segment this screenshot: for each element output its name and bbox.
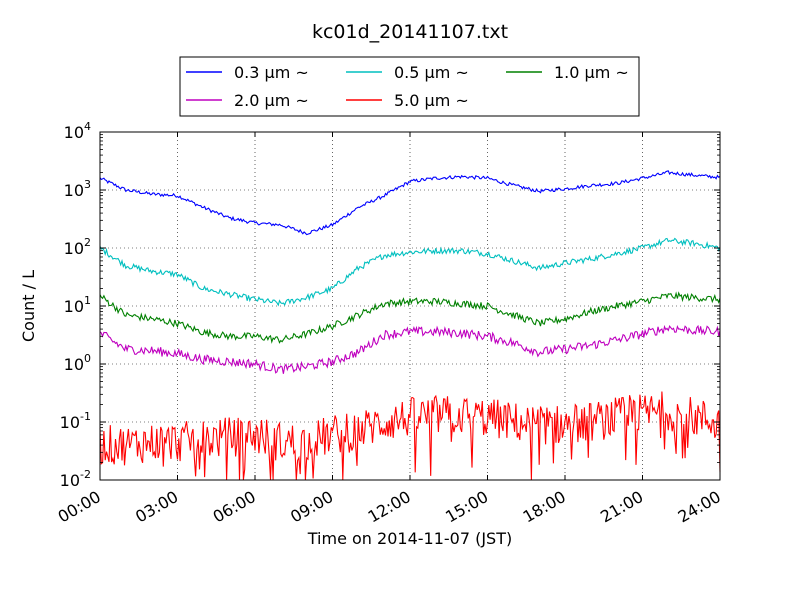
series-line	[99, 237, 721, 307]
legend: 0.3 μm ~ 0.5 μm ~ 1.0 μm ~ 2.0 μm ~ 5.0 μm ~	[179, 56, 640, 117]
chart-title: kc01d_20141107.txt	[312, 21, 508, 43]
series-line	[99, 391, 721, 480]
series-line	[99, 291, 721, 344]
y-tick-label: 101	[64, 294, 91, 316]
x-tick-label: 12:00	[365, 487, 414, 527]
series-line	[99, 324, 721, 374]
legend-label: 0.5 μm ~	[394, 63, 469, 82]
x-tick-label: 21:00	[597, 487, 646, 527]
series-group	[99, 170, 721, 480]
x-tick-label: 06:00	[210, 487, 259, 527]
legend-label: 0.3 μm ~	[234, 63, 309, 82]
x-tick-label: 18:00	[520, 487, 569, 527]
y-tick-label: 100	[64, 352, 91, 374]
y-axis-label: Count / L	[19, 270, 38, 342]
legend-label: 2.0 μm ~	[234, 91, 309, 110]
x-tick-label: 00:00	[55, 487, 104, 527]
y-tick-label: 10-2	[60, 468, 91, 490]
x-tick-label: 09:00	[287, 487, 336, 527]
y-tick-label: 102	[64, 236, 91, 258]
legend-label: 5.0 μm ~	[394, 91, 469, 110]
x-tick-label: 24:00	[675, 487, 724, 527]
legend-label: 1.0 μm ~	[554, 63, 629, 82]
x-tick-label: 03:00	[132, 487, 181, 527]
series-line	[99, 170, 721, 236]
y-tick-label: 103	[64, 178, 91, 200]
grid	[100, 132, 720, 480]
x-axis-label: Time on 2014-11-07 (JST)	[307, 529, 512, 548]
y-tick-label: 10-1	[60, 410, 91, 432]
y-tick-label: 104	[64, 120, 91, 142]
x-tick-label: 15:00	[442, 487, 491, 527]
legend-box	[179, 56, 640, 117]
